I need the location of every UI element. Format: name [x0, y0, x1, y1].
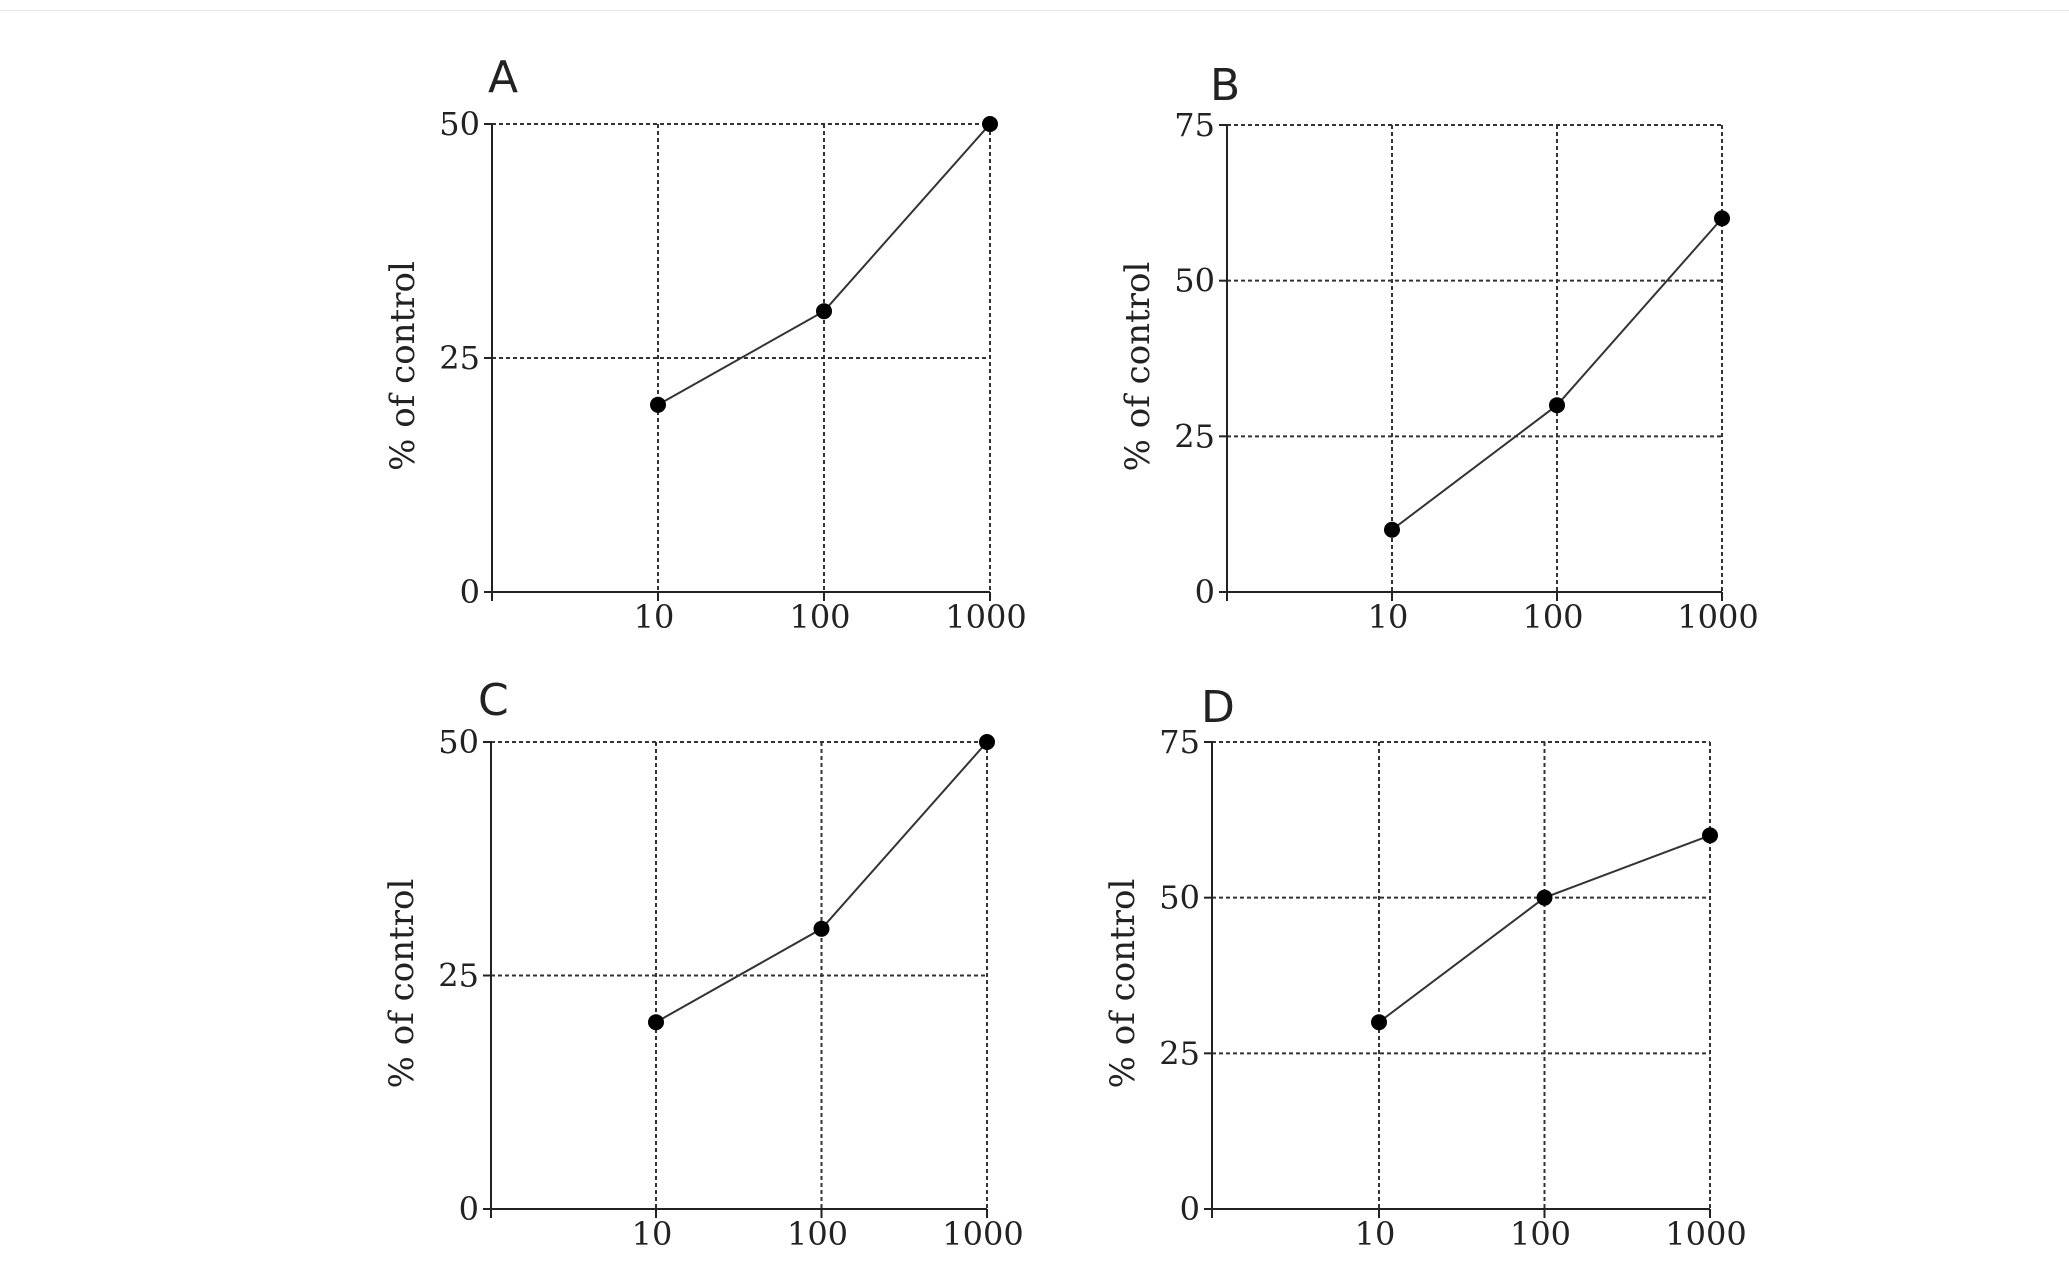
y-axis-title: % of control: [382, 879, 422, 1089]
y-tick-label: 0: [460, 573, 480, 611]
y-tick-label: 25: [439, 339, 480, 377]
data-point-10: [1371, 1014, 1387, 1031]
y-tick-label: 25: [1174, 417, 1215, 455]
panel-label: D: [1201, 682, 1235, 733]
x-tick-label: 10: [634, 598, 675, 636]
x-tick-label: 100: [789, 598, 850, 636]
x-tick-label: 10: [1368, 598, 1409, 636]
x-tick-label: 100: [787, 1215, 848, 1253]
data-point-1000: [1702, 827, 1718, 844]
x-tick-label: 1000: [942, 1215, 1023, 1253]
data-point-10: [648, 1014, 664, 1031]
data-point-10: [650, 396, 666, 413]
data-point-1000: [1714, 210, 1730, 227]
x-tick-label: 1000: [1677, 598, 1758, 636]
data-point-100: [816, 303, 832, 320]
data-point-100: [1536, 889, 1553, 906]
panel-label: C: [478, 675, 509, 726]
panel-label: A: [488, 52, 518, 103]
y-tick-label: 25: [1159, 1034, 1200, 1072]
panel-label: B: [1210, 60, 1240, 111]
y-tick-label: 25: [438, 957, 479, 995]
data-point-10: [1384, 521, 1400, 538]
x-tick-label: 1000: [1665, 1215, 1746, 1253]
data-point-100: [1549, 397, 1565, 414]
data-point-1000: [982, 116, 998, 132]
y-axis-title: % of control: [1103, 879, 1143, 1089]
x-tick-label: 10: [632, 1215, 673, 1253]
y-tick-label: 50: [439, 105, 480, 143]
y-tick-label: 0: [1195, 573, 1215, 611]
y-tick-label: 50: [438, 723, 479, 761]
x-tick-label: 10: [1355, 1215, 1396, 1253]
y-tick-label: 75: [1159, 723, 1200, 761]
x-tick-label: 1000: [945, 598, 1026, 636]
y-tick-label: 75: [1174, 106, 1215, 144]
y-tick-label: 0: [459, 1190, 479, 1228]
y-tick-label: 0: [1180, 1190, 1200, 1228]
y-axis-title: % of control: [1118, 262, 1158, 472]
data-point-1000: [979, 734, 995, 750]
data-point-100: [813, 920, 830, 937]
x-tick-label: 100: [1522, 598, 1583, 636]
y-axis-title: % of control: [383, 261, 423, 471]
x-tick-label: 100: [1510, 1215, 1571, 1253]
y-tick-label: 50: [1159, 879, 1200, 917]
top-divider: [0, 10, 2069, 11]
y-tick-label: 50: [1174, 262, 1215, 300]
